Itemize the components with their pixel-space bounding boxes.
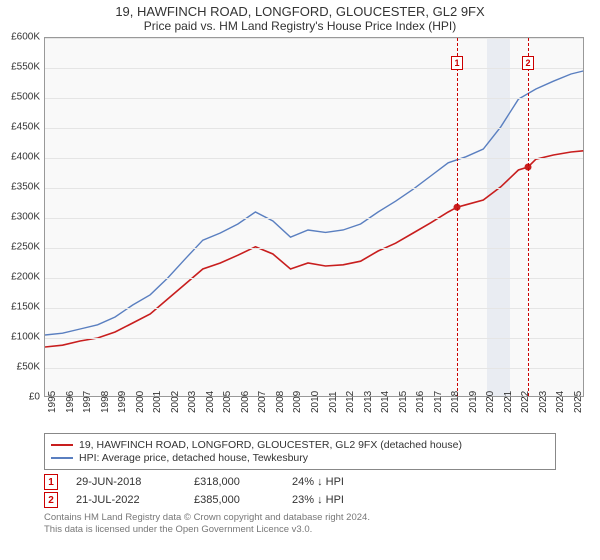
y-gridline xyxy=(45,68,583,69)
sale-marker-box: 1 xyxy=(451,56,463,70)
y-axis-label: £350K xyxy=(0,182,40,193)
legend: 19, HAWFINCH ROAD, LONGFORD, GLOUCESTER,… xyxy=(44,433,556,470)
sale-row: 2 21-JUL-2022 £385,000 23% ↓ HPI xyxy=(44,492,556,508)
x-axis-label: 2018 xyxy=(450,391,461,413)
x-axis-label: 2001 xyxy=(152,391,163,413)
plot-area: 12 xyxy=(44,37,584,397)
y-axis-label: £600K xyxy=(0,32,40,43)
x-axis-label: 2008 xyxy=(275,391,286,413)
sale-marker-box: 2 xyxy=(522,56,534,70)
x-axis-label: 2006 xyxy=(240,391,251,413)
y-gridline xyxy=(45,338,583,339)
y-axis-label: £400K xyxy=(0,152,40,163)
y-axis-label: £450K xyxy=(0,122,40,133)
y-axis-label: £250K xyxy=(0,242,40,253)
y-axis-label: £150K xyxy=(0,302,40,313)
x-axis-label: 2012 xyxy=(345,391,356,413)
legend-row: HPI: Average price, detached house, Tewk… xyxy=(51,452,549,464)
footer: Contains HM Land Registry data © Crown c… xyxy=(44,512,556,536)
legend-swatch xyxy=(51,444,73,446)
series-hpi xyxy=(45,71,583,335)
x-axis-label: 2023 xyxy=(538,391,549,413)
x-axis-label: 2015 xyxy=(398,391,409,413)
x-axis-label: 2020 xyxy=(485,391,496,413)
sale-rows: 1 29-JUN-2018 £318,000 24% ↓ HPI 2 21-JUL-202… xyxy=(44,474,556,508)
y-axis-label: £550K xyxy=(0,62,40,73)
y-axis-label: £500K xyxy=(0,92,40,103)
y-gridline xyxy=(45,248,583,249)
x-axis-label: 2002 xyxy=(170,391,181,413)
y-gridline xyxy=(45,188,583,189)
x-axis-label: 2000 xyxy=(135,391,146,413)
y-axis-label: £50K xyxy=(0,362,40,373)
y-axis-label: £0 xyxy=(0,392,40,403)
legend-row: 19, HAWFINCH ROAD, LONGFORD, GLOUCESTER,… xyxy=(51,439,549,451)
x-axis-label: 1998 xyxy=(100,391,111,413)
x-axis-label: 2019 xyxy=(468,391,479,413)
x-axis-label: 2022 xyxy=(520,391,531,413)
sale-diff: 24% ↓ HPI xyxy=(292,476,382,488)
sale-price: £318,000 xyxy=(194,476,274,488)
y-axis-label: £100K xyxy=(0,332,40,343)
legend-label: HPI: Average price, detached house, Tewk… xyxy=(79,452,308,464)
y-gridline xyxy=(45,98,583,99)
x-axis-label: 2016 xyxy=(415,391,426,413)
x-axis-label: 2004 xyxy=(205,391,216,413)
x-axis-label: 2013 xyxy=(363,391,374,413)
x-axis-label: 2024 xyxy=(555,391,566,413)
sale-price: £385,000 xyxy=(194,494,274,506)
sale-date: 29-JUN-2018 xyxy=(76,476,176,488)
x-axis-label: 2007 xyxy=(257,391,268,413)
y-gridline xyxy=(45,38,583,39)
sale-row-marker: 1 xyxy=(44,474,58,490)
x-axis-label: 1995 xyxy=(47,391,58,413)
x-axis-label: 2021 xyxy=(503,391,514,413)
x-axis-label: 1999 xyxy=(117,391,128,413)
chart-title: 19, HAWFINCH ROAD, LONGFORD, GLOUCESTER,… xyxy=(0,0,600,19)
y-axis-label: £300K xyxy=(0,212,40,223)
sale-vline xyxy=(528,38,529,396)
x-axis-label: 2010 xyxy=(310,391,321,413)
y-gridline xyxy=(45,368,583,369)
sale-diff: 23% ↓ HPI xyxy=(292,494,382,506)
x-axis-label: 1997 xyxy=(82,391,93,413)
chart-wrap: 12 £0£50K£100K£150K£200K£250K£300K£350K£… xyxy=(44,37,584,427)
x-axis-label: 2017 xyxy=(433,391,444,413)
sale-date: 21-JUL-2022 xyxy=(76,494,176,506)
y-gridline xyxy=(45,158,583,159)
x-axis-label: 2011 xyxy=(328,391,339,413)
sale-row-marker: 2 xyxy=(44,492,58,508)
y-gridline xyxy=(45,128,583,129)
y-gridline xyxy=(45,218,583,219)
legend-swatch xyxy=(51,457,73,459)
x-axis-label: 2005 xyxy=(222,391,233,413)
chart-subtitle: Price paid vs. HM Land Registry's House … xyxy=(0,19,600,33)
x-axis-label: 1996 xyxy=(65,391,76,413)
footer-line1: Contains HM Land Registry data © Crown c… xyxy=(44,512,556,524)
chart-container: 19, HAWFINCH ROAD, LONGFORD, GLOUCESTER,… xyxy=(0,0,600,560)
sale-row: 1 29-JUN-2018 £318,000 24% ↓ HPI xyxy=(44,474,556,490)
footer-line2: This data is licensed under the Open Gov… xyxy=(44,524,556,536)
x-axis-label: 2025 xyxy=(573,391,584,413)
y-gridline xyxy=(45,278,583,279)
legend-label: 19, HAWFINCH ROAD, LONGFORD, GLOUCESTER,… xyxy=(79,439,462,451)
y-gridline xyxy=(45,308,583,309)
x-axis-label: 2014 xyxy=(380,391,391,413)
y-axis-label: £200K xyxy=(0,272,40,283)
x-axis-label: 2003 xyxy=(187,391,198,413)
x-axis-label: 2009 xyxy=(292,391,303,413)
sale-vline xyxy=(457,38,458,396)
